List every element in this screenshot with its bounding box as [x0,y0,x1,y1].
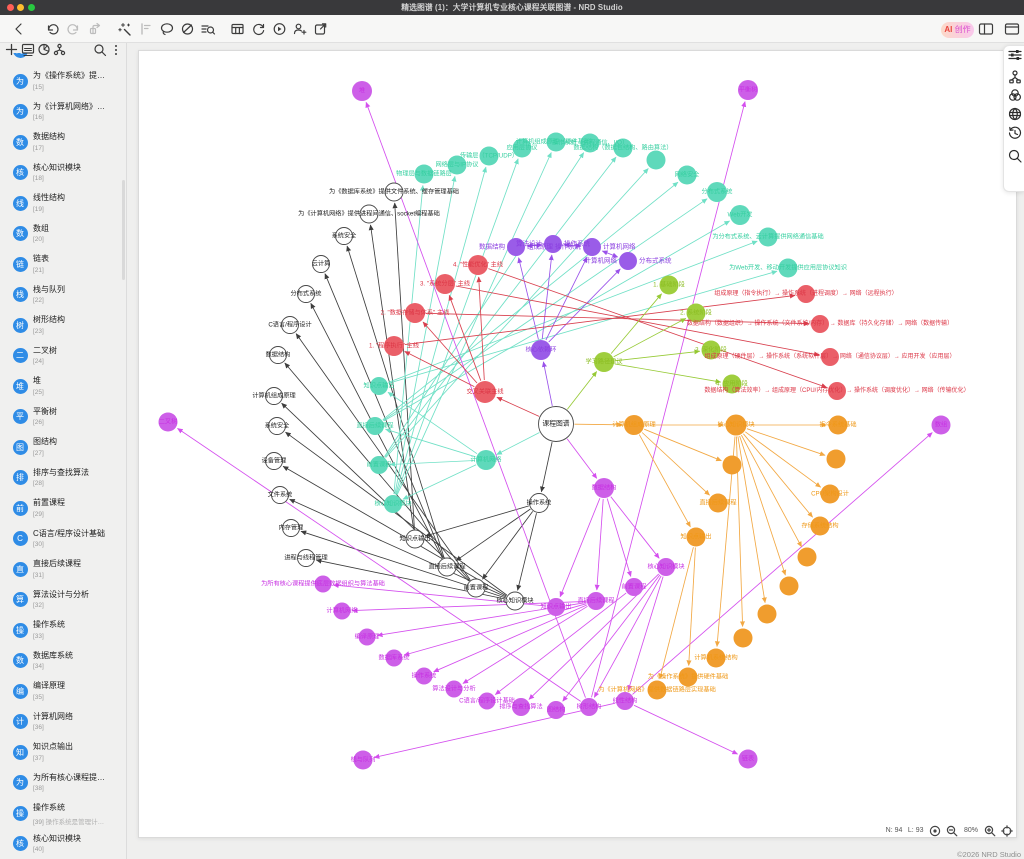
svg-text:分布式系统: 分布式系统 [702,188,733,196]
svg-text:数据结构（算法效率）→ 组成原理（CPU/内存优化）→ 操作: 数据结构（算法效率）→ 组成原理（CPU/内存优化）→ 操作系统（调度优化）→ … [704,386,969,394]
svg-text:2. 系统阶段: 2. 系统阶段 [680,309,712,317]
svg-text:分布式系统: 分布式系统 [639,256,672,265]
svg-text:操作系统: 操作系统 [564,239,591,248]
svg-text:3. 深化阶段: 3. 深化阶段 [695,346,727,354]
svg-text:前置课程: 前置课程 [464,584,489,592]
svg-text:为分布式系统、云计算提供网络通信基础: 为分布式系统、云计算提供网络通信基础 [712,233,823,241]
svg-text:数据结构: 数据结构 [479,242,506,251]
svg-text:直接后续课程: 直接后续课程 [356,422,393,430]
svg-text:数据库系统: 数据库系统 [379,654,410,662]
svg-text:为《数据库系统》提供文件系统、缓存管理基础: 为《数据库系统》提供文件系统、缓存管理基础 [329,188,459,196]
svg-text:数据结构（数据组织）→ 操作系统（文件系统/内存） → 数据: 数据结构（数据组织）→ 操作系统（文件系统/内存） → 数据库（持久化存储）→ … [687,319,953,327]
svg-text:核心依赖环: 核心依赖环 [526,346,557,354]
svg-text:树形结构: 树形结构 [577,703,602,711]
svg-text:物理层与数据链路层: 物理层与数据链路层 [396,170,452,178]
svg-text:二叉树: 二叉树 [159,418,178,426]
svg-text:操作系统: 操作系统 [527,499,552,507]
svg-text:设备管理: 设备管理 [262,457,287,465]
svg-text:系统安全: 系统安全 [265,422,291,430]
svg-text:直接后续课程: 直接后续课程 [699,499,736,507]
svg-text:数据结构: 数据结构 [592,484,617,492]
svg-text:课程图谱: 课程图谱 [542,419,569,428]
svg-text:为所有核心课程提供底层数据组织与算法基础: 为所有核心课程提供底层数据组织与算法基础 [261,580,385,588]
svg-text:应用层协议: 应用层协议 [507,144,539,152]
svg-text:计算机网络: 计算机网络 [471,456,502,464]
svg-text:计算机组成原理: 计算机组成原理 [252,392,295,400]
svg-text:栈与队列: 栈与队列 [351,756,376,764]
svg-text:线性结构: 线性结构 [613,697,638,705]
svg-text:指令系统基础: 指令系统基础 [819,421,856,429]
svg-text:知识点输出: 知识点输出 [541,603,572,611]
svg-text:1. 基础阶段: 1. 基础阶段 [653,281,685,289]
svg-text:组成原理（硬件层）→ 操作系统（系统软件层）→ 网络（通信协: 组成原理（硬件层）→ 操作系统（系统软件层）→ 网络（通信协议层）→ 应用开发（… [704,352,955,360]
svg-text:存储系统结构: 存储系统结构 [801,522,838,530]
svg-text:2. "数据存储与体系" 主线: 2. "数据存储与体系" 主线 [381,309,450,317]
svg-text:计算机网络: 计算机网络 [603,242,636,251]
svg-text:计算机系统结构: 计算机系统结构 [694,654,737,662]
svg-text:4. "性能优化" 主线: 4. "性能优化" 主线 [453,261,503,269]
svg-text:直接后续课程: 直接后续课程 [428,563,465,571]
svg-text:为《计算机网络》提供进程间通信、socket编程基础: 为《计算机网络》提供进程间通信、socket编程基础 [298,210,440,218]
svg-text:数据结构: 数据结构 [266,351,291,359]
svg-text:分布式系统: 分布式系统 [291,290,322,298]
svg-text:网络安全: 网络安全 [675,171,701,179]
svg-text:学习路径建议: 学习路径建议 [585,358,623,366]
svg-text:编译原理: 编译原理 [355,633,380,641]
svg-text:3. "系统分层" 主线: 3. "系统分层" 主线 [420,280,470,288]
svg-text:堆: 堆 [359,87,365,95]
svg-text:内存管理: 内存管理 [279,524,304,532]
svg-text:系统安全: 系统安全 [332,232,358,240]
svg-text:文件系统: 文件系统 [268,491,293,499]
svg-text:核心知识模块: 核心知识模块 [496,597,533,605]
svg-text:计算机组成原理（硬件基础）: 计算机组成原理（硬件基础） [516,138,596,146]
svg-text:链表: 链表 [742,755,754,763]
svg-text:1. "程序执行" 主线: 1. "程序执行" 主线 [369,342,419,350]
svg-text:Web开发: Web开发 [728,211,753,219]
svg-text:网络层与IP协议: 网络层与IP协议 [436,161,480,169]
svg-text:数据结构（数据包结构、路由算法）: 数据结构（数据包结构、路由算法） [574,144,673,152]
svg-text:C语言/程序设计: C语言/程序设计 [268,321,311,329]
svg-text:算法设计与分析: 算法设计与分析 [432,685,475,693]
svg-text:组成原理（指令执行）→ 操作系统（进程调度）→ 网络（远程执: 组成原理（指令执行）→ 操作系统（进程调度）→ 网络（远程执行） [714,289,897,297]
svg-text:云计算: 云计算 [312,260,331,268]
svg-text:传输层（TCP/UDP）: 传输层（TCP/UDP） [460,152,518,160]
svg-text:平衡树: 平衡树 [739,86,758,94]
svg-text:算法设计: 算法设计 [516,239,543,248]
svg-text:前置课程: 前置课程 [622,583,647,591]
svg-text:直接后续课程: 直接后续课程 [577,597,614,605]
svg-text:操作系统: 操作系统 [412,672,437,680]
svg-text:知识点输出: 知识点输出 [681,533,712,541]
svg-text:知识点输出: 知识点输出 [400,535,431,543]
svg-text:操作系统（进程通信、I/O）: 操作系统（进程通信、I/O） [552,139,628,147]
svg-text:计算机网络: 计算机网络 [585,256,618,265]
svg-text:组成原理: 组成原理 [527,242,554,251]
svg-text:核心知识模块: 核心知识模块 [717,421,754,429]
svg-text:排序与查找算法: 排序与查找算法 [499,703,542,711]
svg-text:操作系统: 操作系统 [555,242,582,251]
svg-text:数组: 数组 [935,421,947,429]
svg-text:为Web开发、移动开发提供应用层协议知识: 为Web开发、移动开发提供应用层协议知识 [729,264,847,272]
svg-text:为《计算机网络》提供数据链路层实现基础: 为《计算机网络》提供数据链路层实现基础 [598,686,716,694]
svg-text:C语言/程序设计基础: C语言/程序设计基础 [459,697,515,705]
svg-text:4. 应用阶段: 4. 应用阶段 [716,380,748,388]
svg-text:前置课程: 前置课程 [367,461,392,469]
svg-text:核心知识模块: 核心知识模块 [647,563,684,571]
svg-text:计算机组成原理: 计算机组成原理 [612,421,655,429]
svg-text:计算机网络: 计算机网络 [327,607,358,615]
svg-text:为《操作系统》提供硬件基础: 为《操作系统》提供硬件基础 [648,673,728,681]
svg-text:核心知识模块: 核心知识模块 [374,500,411,508]
svg-text:进程与线程管理: 进程与线程管理 [284,554,327,562]
svg-text:交叉关联主线: 交叉关联主线 [466,388,503,396]
svg-text:图结构: 图结构 [547,706,566,714]
svg-text:知识点输出: 知识点输出 [364,382,395,390]
svg-text:CPU架构设计: CPU架构设计 [811,490,849,498]
